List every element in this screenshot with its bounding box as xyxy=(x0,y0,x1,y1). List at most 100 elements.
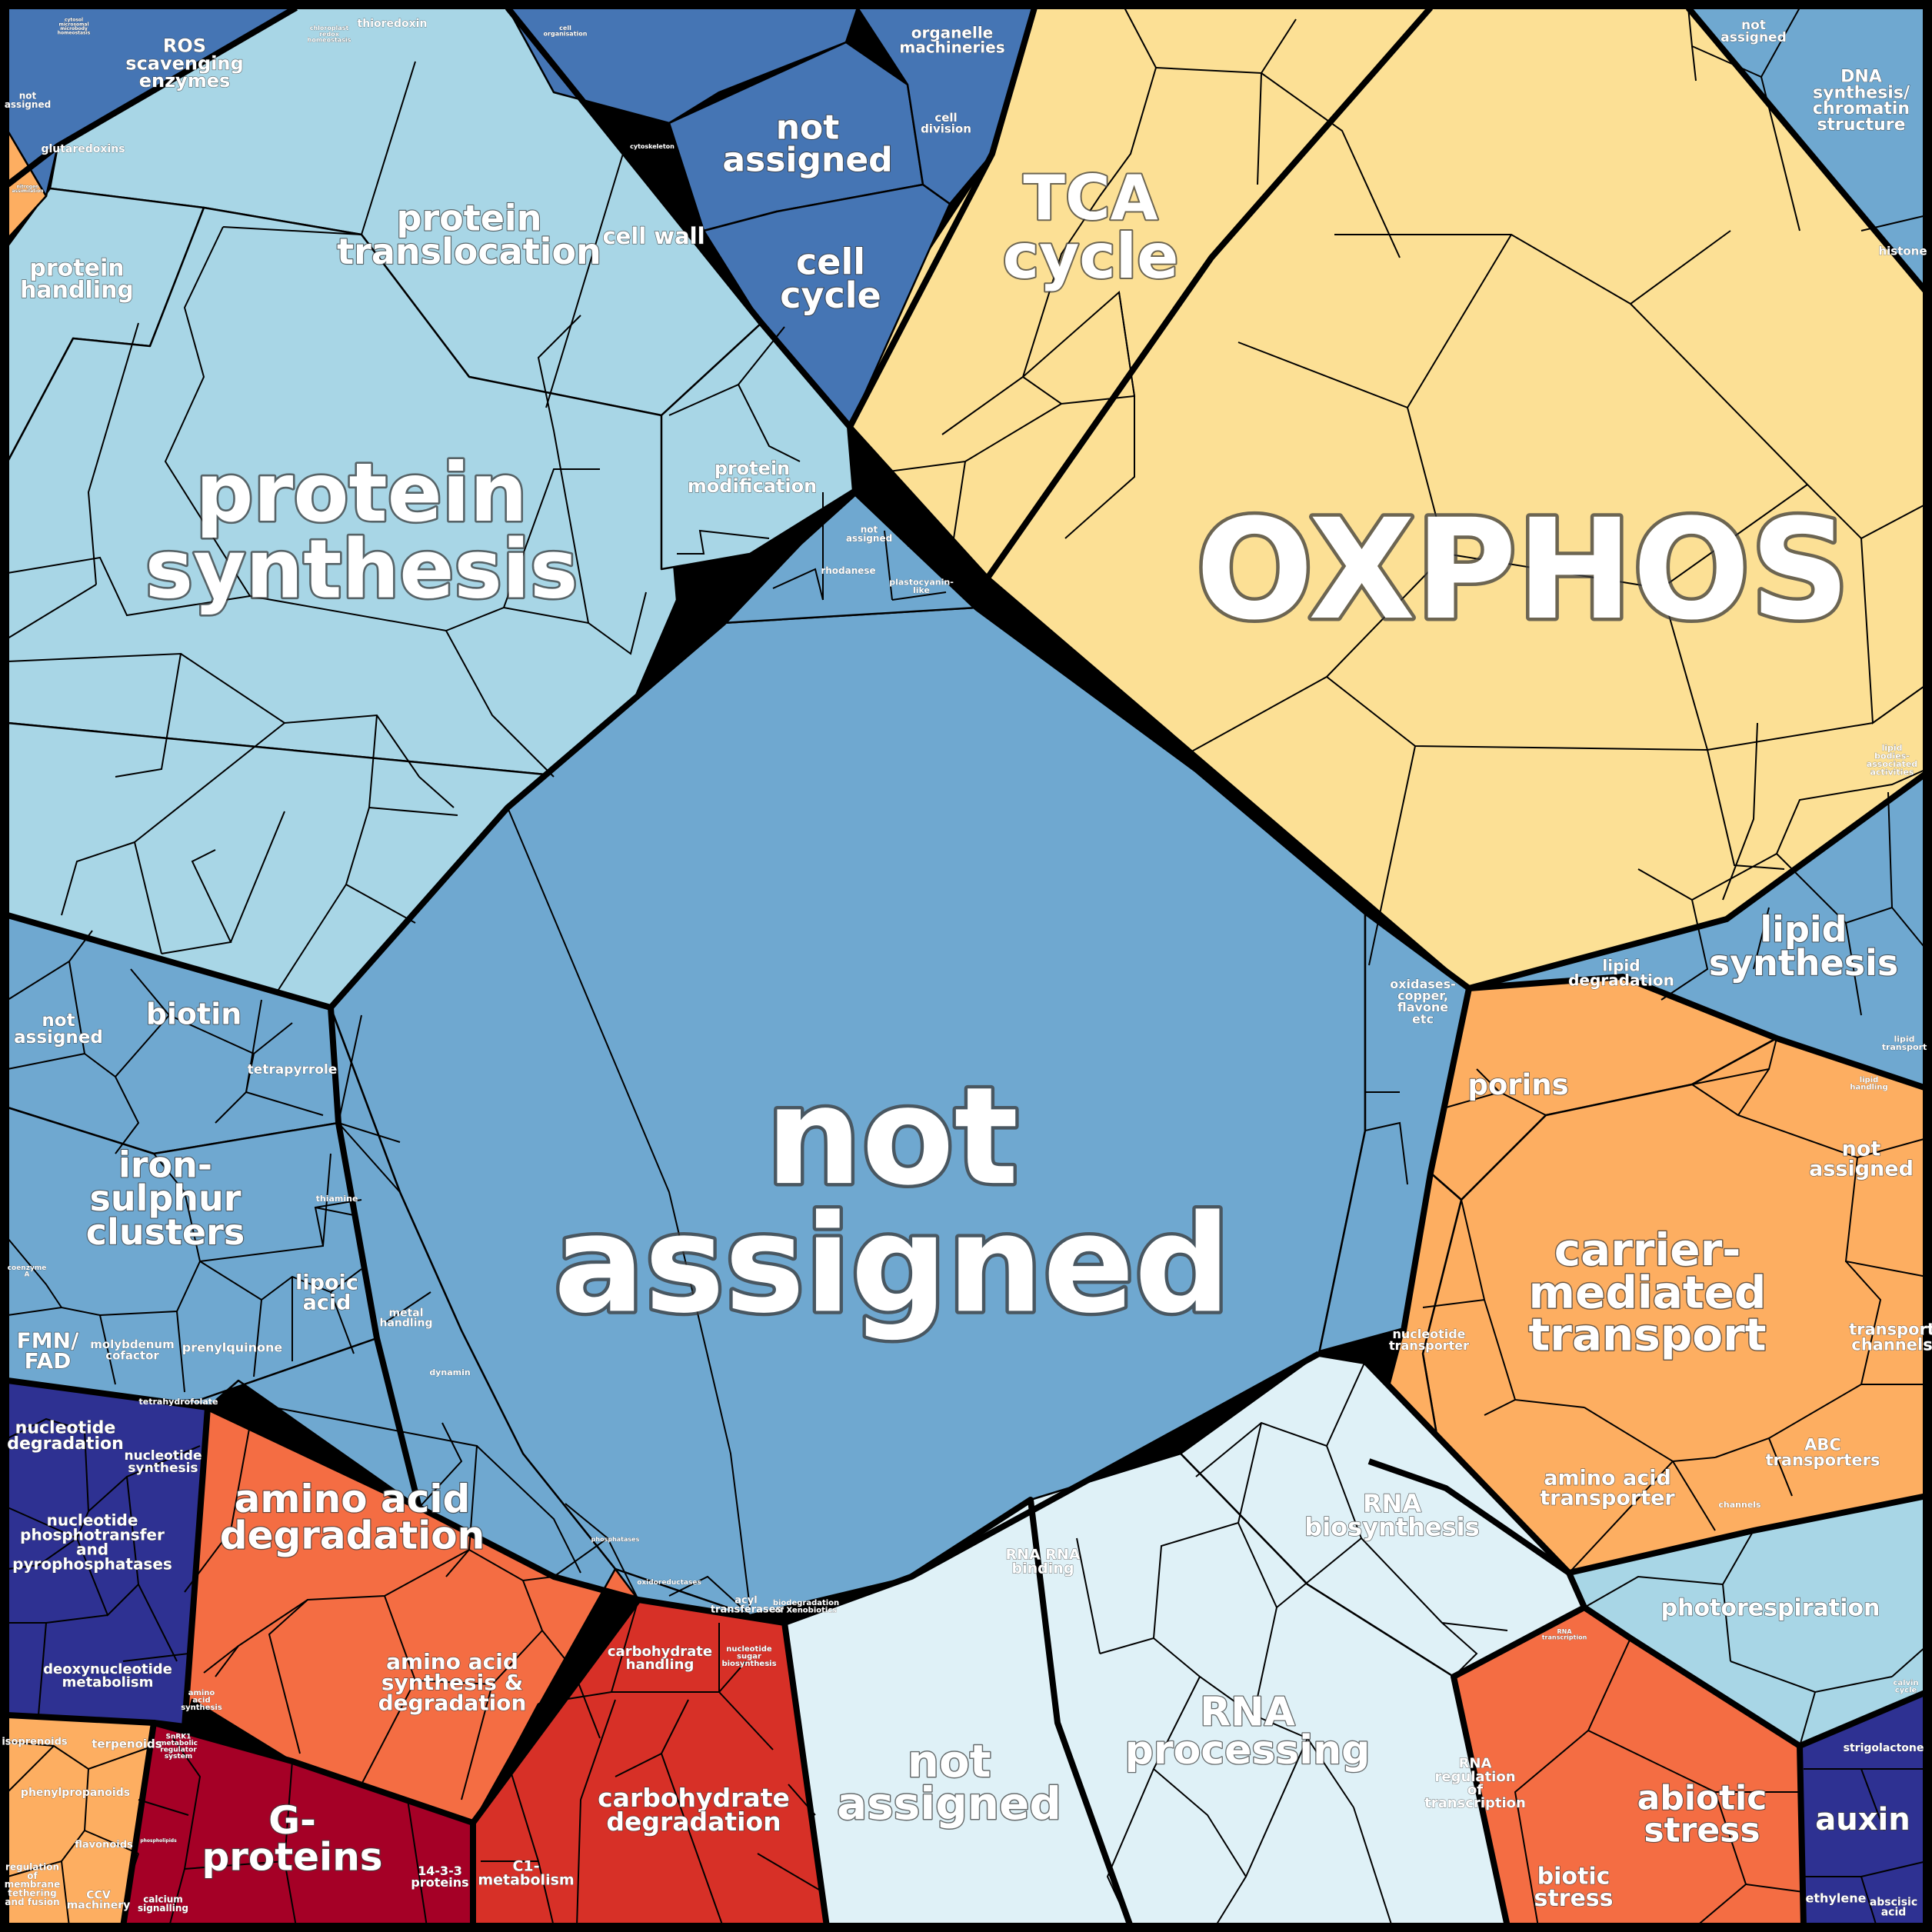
inner-line xyxy=(1076,1537,1101,1654)
region-label-line: molybdenum xyxy=(90,1337,175,1351)
region-label-line: photorespiration xyxy=(1661,1595,1880,1622)
region-label-line: lipid xyxy=(1881,743,1902,753)
region-label-line: assigned xyxy=(14,1028,103,1048)
region-label-line: handling xyxy=(20,277,134,304)
region-label-not-assigned: lipid synthesisnot assigned xyxy=(1709,908,1899,984)
region-label-line: CCV xyxy=(86,1889,111,1901)
region-label-line: oxidoreductases xyxy=(637,1579,701,1587)
region-label-line: assigned xyxy=(837,1777,1061,1830)
group-outline xyxy=(7,1712,476,1927)
inner-line xyxy=(38,1622,47,1716)
region-label-line: biotic xyxy=(1537,1863,1611,1890)
inner-line xyxy=(84,1830,139,1854)
region-label-line: transport xyxy=(1882,1042,1927,1052)
inner-line xyxy=(1237,341,1447,678)
inner-line xyxy=(610,1599,747,1693)
region-label-line: carrier- xyxy=(1554,1224,1741,1276)
region-label-c1-metabolism: G-proteinsC1-metabolism xyxy=(202,1798,382,1880)
region-label-calvin-cycle: abiotic stresscalvin cycle xyxy=(1637,1779,1767,1850)
inner-line xyxy=(1326,1445,1508,1631)
region-label-line: transporters xyxy=(1766,1451,1880,1469)
region-label-line: binding xyxy=(1012,1561,1074,1577)
inner-line xyxy=(1691,1084,1739,1116)
region-label-thioredoxin: chloroplast redox homeostasisthioredoxin xyxy=(308,25,351,43)
inner-line xyxy=(172,1737,202,1870)
group-outline xyxy=(5,5,298,188)
inner-line xyxy=(507,807,751,1608)
inner-line xyxy=(253,1022,293,1054)
region-label-prenylquinone: tetrahydrofolateprenylquinone xyxy=(139,1397,218,1407)
region-label-line: biotin xyxy=(146,997,242,1031)
region-label-line: cycle xyxy=(780,275,881,316)
inner-line xyxy=(87,322,139,585)
region-label-line: homeostasis xyxy=(308,36,351,43)
region-label-tetrapyrrole: iron-sulphur clusterstetrapyrrole xyxy=(86,1144,245,1252)
inner-line xyxy=(184,1403,255,1593)
region-label-line: proteins xyxy=(411,1875,468,1890)
inner-line xyxy=(1637,868,1709,1001)
region-label-oxphos: OXPHOSOXPHOS xyxy=(1196,490,1850,651)
region-label-line: stress xyxy=(1534,1885,1613,1912)
region-label-line: cytoskeleton xyxy=(630,143,675,150)
region-label-line: lipid xyxy=(1760,908,1847,950)
region-label-line: degradation xyxy=(7,1434,124,1454)
region-label-line: cycle xyxy=(1003,221,1179,292)
region-label-line: G- xyxy=(268,1798,316,1843)
region-label-protein-handling: protein modificationprotein handling xyxy=(688,458,817,497)
region-label-line: nucleotide xyxy=(125,1448,202,1464)
inner-line xyxy=(891,591,947,601)
inner-line xyxy=(138,1799,189,1816)
region-label-line: prenylquinone xyxy=(182,1341,283,1355)
region-label-line: phenylpropanoids xyxy=(21,1787,130,1799)
inner-line xyxy=(1153,1637,1354,1808)
region-label-line: histone xyxy=(1878,244,1927,258)
region-label-line: nitrogen xyxy=(17,184,39,189)
region-label-coenzyme-a: metal handlingcoenzyme A xyxy=(380,1307,433,1329)
region-label-line: transport xyxy=(1849,1320,1932,1338)
region-label-line: oxidases- xyxy=(1390,977,1456,991)
region-label-line: A xyxy=(25,1271,30,1278)
inner-line xyxy=(1768,1437,1793,1497)
inner-line xyxy=(445,630,555,778)
region-label-line: organelle xyxy=(911,24,994,42)
inner-line xyxy=(276,884,347,993)
region-label-line: channels xyxy=(1718,1500,1761,1510)
inner-line xyxy=(268,1599,308,1754)
region-label-line: thiamine xyxy=(316,1194,358,1204)
inner-line xyxy=(1891,1645,1927,1677)
region-label-carrier-mediated-transport: transport channelscarrier-mediated transp… xyxy=(1849,1320,1932,1354)
region-label-line: synthesis/ xyxy=(1813,83,1910,102)
region-label-line: RNA RNA xyxy=(1005,1547,1080,1564)
region-label-biotin: not assignedbiotin xyxy=(14,1011,103,1048)
region-label-line: deoxynucleotide xyxy=(43,1661,172,1677)
inner-line xyxy=(7,652,182,778)
inner-line xyxy=(1461,1199,1585,1408)
region-label-nucleotide-synthesis: nucleotide phosphotransfer and pyrophosphat… xyxy=(12,1511,172,1574)
region-label-line: etc xyxy=(1412,1011,1434,1026)
cell-layer xyxy=(6,6,1928,1928)
region-label-ccv-machinery: regulation of membrane tethering and fusionC… xyxy=(5,1861,60,1907)
inner-line xyxy=(1353,1807,1393,1927)
inner-line xyxy=(418,1422,463,1508)
inner-line xyxy=(1476,1068,1501,1093)
inner-line xyxy=(476,1445,581,1574)
region-label-line: cell xyxy=(559,25,571,32)
region-label-line: of xyxy=(1467,1782,1483,1798)
group-outline xyxy=(1582,1604,1807,1927)
region-label-line: DNA xyxy=(1840,67,1882,86)
region-label-line: lipoic xyxy=(295,1271,358,1295)
region-label-not-assigned: carrier-mediated transportnot assigned xyxy=(1529,1224,1767,1361)
region-label-not-assigned: not assignednot assigned xyxy=(554,1059,1231,1343)
region-label-line: auxin xyxy=(1815,1802,1910,1837)
region-label-protein-modification: cell wallprotein modification xyxy=(602,223,705,249)
region-label-fmn-fad: molybdenum cofactorFMN/ FAD xyxy=(90,1337,175,1362)
inner-line xyxy=(222,226,362,235)
inner-line xyxy=(7,584,97,639)
inner-line xyxy=(1099,1422,1262,1654)
group-outline xyxy=(1568,1493,1927,1576)
region-label-flavonoids: CCV machineryflavonoids xyxy=(67,1889,131,1911)
inner-line xyxy=(1860,1768,1885,1831)
region-label-line: chromatin xyxy=(1813,99,1910,118)
